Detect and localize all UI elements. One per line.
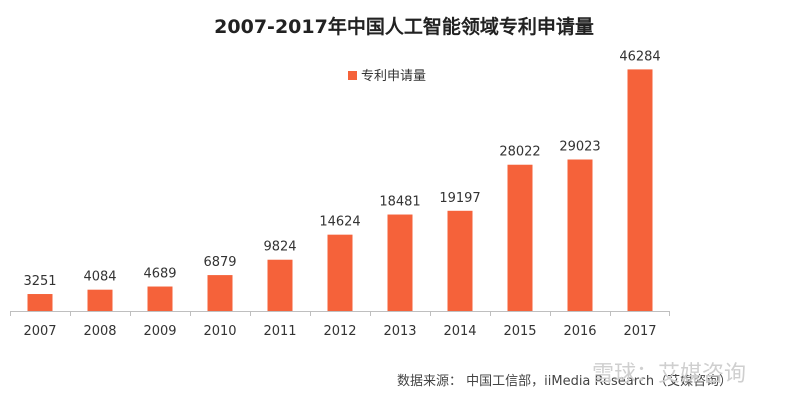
x-tick-label-2007: 2007: [23, 324, 56, 339]
data-label-2013: 18481: [379, 195, 420, 210]
data-label-2012: 14624: [319, 215, 360, 230]
legend-swatch: [348, 71, 357, 80]
data-label-2017: 46284: [619, 49, 660, 64]
data-label-2010: 6879: [203, 255, 236, 270]
bar-2013: [387, 214, 413, 311]
x-tick-label-2015: 2015: [503, 324, 536, 339]
bar-2007: [27, 294, 53, 311]
data-label-2016: 29023: [559, 139, 600, 154]
x-tick-label-2013: 2013: [383, 324, 416, 339]
data-label-2011: 9824: [263, 240, 296, 255]
x-tick-label-2010: 2010: [203, 324, 236, 339]
bar-2014: [447, 210, 473, 311]
x-tick-label-2009: 2009: [143, 324, 176, 339]
bar-2016: [567, 159, 593, 311]
watermark-text: 雪球：艾媒咨询: [592, 362, 747, 387]
bar-2012: [327, 234, 353, 311]
legend-label: 专利申请量: [361, 69, 426, 84]
bar-2011: [267, 259, 293, 311]
data-label-2009: 4689: [143, 267, 176, 282]
x-tick-label-2012: 2012: [323, 324, 356, 339]
bar-2009: [147, 286, 173, 311]
bar-2010: [207, 275, 233, 311]
data-label-2014: 19197: [439, 191, 480, 206]
bar-2008: [87, 289, 113, 311]
source-note: 数据来源： 中国工信部，iiMedia Research（艾媒咨询）: [397, 374, 733, 389]
x-tick-label-2017: 2017: [623, 324, 656, 339]
data-label-2015: 28022: [499, 145, 540, 160]
data-label-2007: 3251: [23, 274, 56, 289]
bar-2017: [627, 69, 653, 311]
chart-title: 2007-2017年中国人工智能领域专利申请量: [214, 16, 594, 38]
bar-2015: [507, 164, 533, 311]
data-label-2008: 4084: [83, 270, 116, 285]
x-tick-label-2014: 2014: [443, 324, 476, 339]
x-tick-label-2016: 2016: [563, 324, 596, 339]
x-tick-label-2011: 2011: [263, 324, 296, 339]
x-tick-label-2008: 2008: [83, 324, 116, 339]
